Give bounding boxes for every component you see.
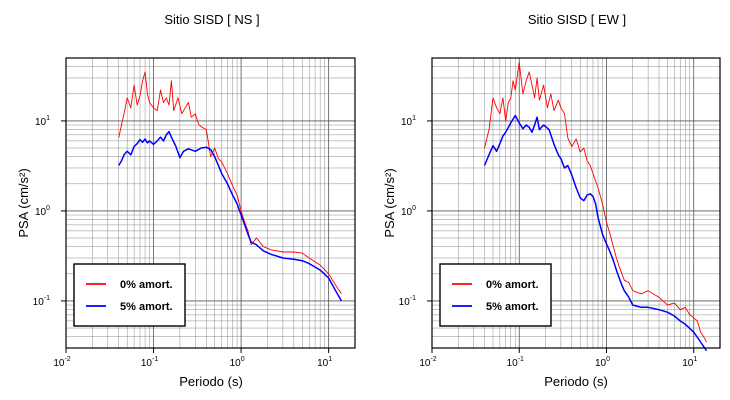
tick-marks xyxy=(427,120,695,353)
chart-panel-ns: Sitio SISD [ NS ] 10-2 10-1 100 101 10-1 100… xyxy=(16,12,356,389)
y-axis-label: PSA (cm/s²) xyxy=(382,168,397,237)
plot-frame xyxy=(431,57,721,349)
y-tick-label: 10-1 xyxy=(399,295,416,308)
x-tick-label: 100 xyxy=(595,356,610,369)
plot-frame xyxy=(65,57,356,349)
y-tick-labels: 10-1 100 101 xyxy=(399,115,416,308)
chart-title: Sitio SISD [ EW ] xyxy=(528,12,626,27)
series-line xyxy=(484,61,707,343)
x-tick-label: 10-1 xyxy=(507,356,524,369)
series-line xyxy=(118,130,343,302)
legend-label: 0% amort. xyxy=(486,279,539,291)
x-tick-label: 101 xyxy=(317,356,332,369)
x-tick-labels: 10-2 10-1 100 101 xyxy=(419,356,697,369)
x-tick-labels: 10-2 10-1 100 101 xyxy=(53,356,332,369)
legend-label: 0% amort. xyxy=(120,279,173,291)
plot-area xyxy=(118,71,343,302)
x-tick-label: 101 xyxy=(682,356,697,369)
x-tick-label: 10-2 xyxy=(53,356,70,369)
legend: 0% amort. 5% amort. xyxy=(439,263,552,327)
y-tick-labels: 10-1 100 101 xyxy=(33,115,50,308)
x-tick-label: 10-1 xyxy=(141,356,158,369)
y-axis-label: PSA (cm/s²) xyxy=(16,168,31,237)
legend-label: 5% amort. xyxy=(120,301,173,313)
chart-panel-ew: Sitio SISD [ EW ] 10-2 10-1 100 101 10-1 100… xyxy=(382,12,721,389)
legend: 0% amort. 5% amort. xyxy=(73,263,186,327)
legend-box xyxy=(73,263,186,327)
series-line xyxy=(483,114,708,352)
legend-label: 5% amort. xyxy=(486,301,539,313)
plot-area xyxy=(483,61,708,352)
series-line xyxy=(118,71,342,295)
x-axis-label: Periodo (s) xyxy=(179,374,243,389)
y-tick-label: 101 xyxy=(401,115,416,128)
chart-title: Sitio SISD [ NS ] xyxy=(164,12,259,27)
y-tick-label: 10-1 xyxy=(33,295,50,308)
x-tick-label: 100 xyxy=(230,356,245,369)
y-tick-label: 100 xyxy=(35,205,50,218)
x-tick-label: 10-2 xyxy=(419,356,436,369)
y-tick-label: 101 xyxy=(35,115,50,128)
tick-marks xyxy=(61,120,330,353)
x-axis-label: Periodo (s) xyxy=(544,374,608,389)
y-tick-label: 100 xyxy=(401,205,416,218)
legend-box xyxy=(439,263,552,327)
